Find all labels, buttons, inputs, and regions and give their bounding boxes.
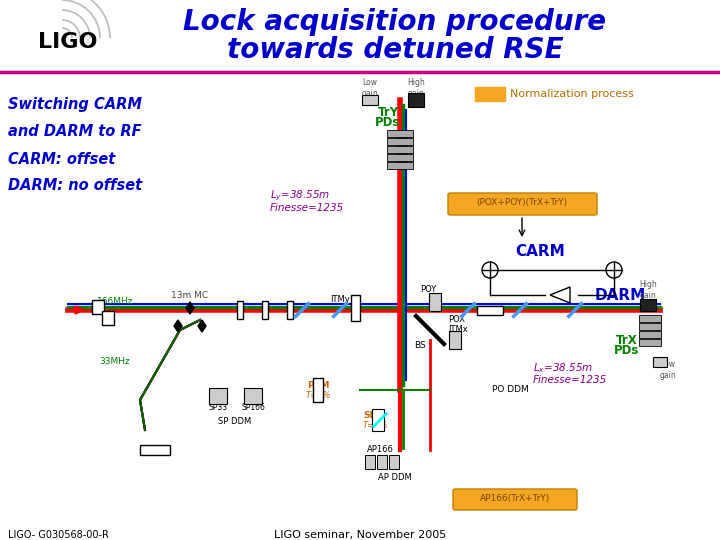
Bar — [429, 293, 441, 311]
Text: Switching CARM: Switching CARM — [8, 98, 142, 112]
Text: Lock acquisition procedure: Lock acquisition procedure — [184, 8, 606, 36]
Text: PO DDM: PO DDM — [492, 386, 528, 395]
Text: SP33: SP33 — [208, 403, 228, 413]
Polygon shape — [186, 302, 194, 314]
Bar — [244, 388, 262, 404]
Text: LIGO: LIGO — [38, 32, 98, 52]
Text: DARM: no offset: DARM: no offset — [8, 179, 142, 193]
Text: towards detuned RSE: towards detuned RSE — [227, 36, 563, 64]
Text: TrY: TrY — [377, 106, 399, 119]
Bar — [389, 455, 399, 469]
Bar — [377, 455, 387, 469]
Bar — [387, 145, 413, 152]
Text: AP DDM: AP DDM — [378, 472, 412, 482]
Text: BS: BS — [414, 341, 426, 349]
Text: 33MHz: 33MHz — [99, 357, 130, 367]
Text: (POX+POY)(TrX+TrY): (POX+POY)(TrX+TrY) — [477, 199, 567, 207]
Text: Finesse=1235: Finesse=1235 — [270, 203, 344, 213]
Bar — [372, 409, 384, 431]
Bar — [653, 357, 667, 367]
Text: Low
gain: Low gain — [361, 78, 379, 98]
Text: High
gain: High gain — [639, 280, 657, 300]
Bar — [449, 331, 461, 349]
Text: PRM: PRM — [307, 381, 329, 389]
Bar — [639, 330, 661, 338]
Bar — [287, 301, 293, 319]
Text: T=7%: T=7% — [362, 421, 388, 429]
Text: PDs: PDs — [375, 116, 401, 129]
Bar — [92, 300, 104, 314]
Text: ITMx: ITMx — [448, 326, 468, 334]
Bar — [387, 138, 413, 145]
Text: High
gain: High gain — [407, 78, 425, 98]
Text: CARM: offset: CARM: offset — [8, 152, 115, 166]
Text: Finesse=1235: Finesse=1235 — [533, 375, 607, 385]
Text: SP DDM: SP DDM — [218, 416, 251, 426]
Polygon shape — [174, 320, 182, 332]
Text: $L_x$=38.55m: $L_x$=38.55m — [533, 361, 593, 375]
Bar — [640, 299, 656, 311]
Bar — [362, 95, 378, 105]
Text: T=7%: T=7% — [305, 390, 330, 400]
Text: 166MHz: 166MHz — [96, 298, 133, 307]
Text: CARM: CARM — [515, 245, 565, 260]
Bar — [365, 455, 375, 469]
Bar — [639, 322, 661, 329]
Bar — [475, 87, 505, 101]
Circle shape — [482, 262, 498, 278]
Bar — [102, 311, 114, 325]
FancyBboxPatch shape — [448, 193, 597, 215]
Text: POY: POY — [420, 286, 436, 294]
FancyBboxPatch shape — [453, 489, 577, 510]
Polygon shape — [198, 320, 206, 332]
Bar — [639, 339, 661, 346]
Bar — [408, 93, 424, 107]
Text: ITMy: ITMy — [330, 295, 350, 305]
Text: AP166: AP166 — [366, 446, 393, 455]
Text: and DARM to RF: and DARM to RF — [8, 125, 142, 139]
Text: SP166: SP166 — [241, 403, 265, 413]
Bar — [313, 378, 323, 402]
Text: Normalization process: Normalization process — [510, 89, 634, 99]
Polygon shape — [550, 287, 570, 303]
Bar — [140, 445, 170, 455]
Text: AP166(TrX+TrY): AP166(TrX+TrY) — [480, 495, 550, 503]
Circle shape — [606, 262, 622, 278]
Text: PDs: PDs — [614, 343, 639, 356]
Bar — [639, 314, 661, 321]
Bar — [477, 306, 503, 314]
Bar — [209, 388, 227, 404]
Text: 13m MC: 13m MC — [171, 291, 209, 300]
Text: LIGO seminar, November 2005: LIGO seminar, November 2005 — [274, 530, 446, 540]
Bar — [387, 153, 413, 160]
Text: LIGO- G030568-00-R: LIGO- G030568-00-R — [8, 530, 109, 540]
Bar — [387, 161, 413, 168]
Text: $L_y$=38.55m: $L_y$=38.55m — [270, 189, 330, 203]
Text: SRM: SRM — [364, 410, 386, 420]
Text: DARM: DARM — [595, 287, 647, 302]
Text: TrX: TrX — [616, 334, 638, 347]
Bar — [351, 295, 359, 321]
Text: POX: POX — [448, 315, 465, 325]
Bar — [387, 130, 413, 137]
Bar — [237, 301, 243, 319]
Bar — [262, 301, 268, 319]
Text: Low
gain: Low gain — [660, 360, 676, 380]
